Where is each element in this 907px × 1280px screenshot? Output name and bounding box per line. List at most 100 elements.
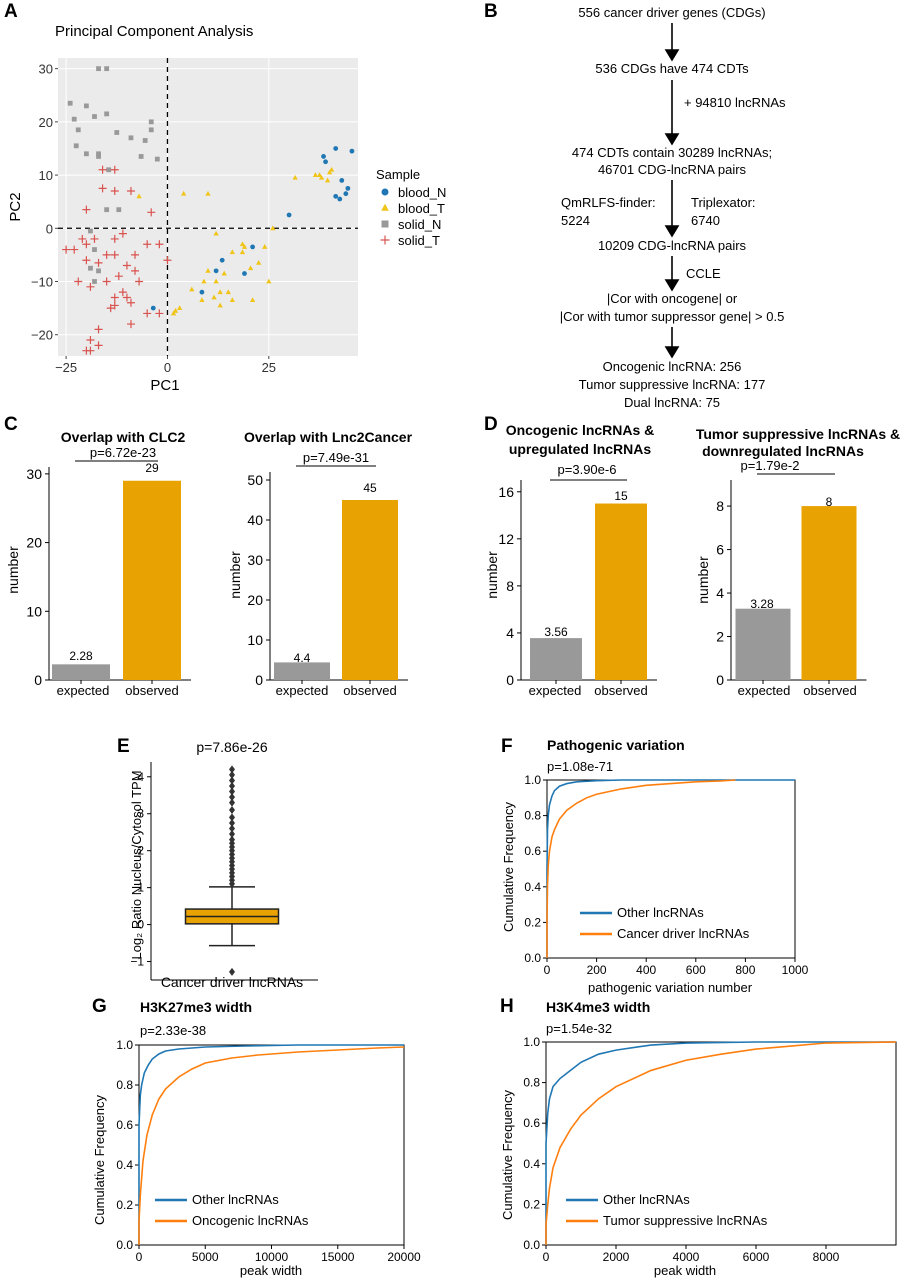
- pca-point-blood_N-14: [199, 289, 205, 295]
- pca-point-solid_N-7: [75, 127, 81, 133]
- bar-tumor-suppressive-label-expected: 3.28: [750, 597, 774, 611]
- pca-point-solid_T-41: [155, 309, 164, 318]
- pca-point-blood_N-12: [213, 268, 219, 274]
- pca-point-blood_T-13: [241, 244, 248, 249]
- pca-point-blood_T-14: [239, 241, 246, 247]
- bar-tumor-suppressive-marks: 0 2 4 6 8: [716, 473, 867, 688]
- cdf-f-y-tick-label-5: 1.0: [524, 773, 541, 787]
- cdf-g-x-label: peak width: [240, 1263, 302, 1278]
- pca-point-solid_T-11: [118, 229, 127, 238]
- cdf-h-y-tick-label-3: 0.6: [523, 1116, 540, 1130]
- bar-clc2-y-tick-label-3: 30: [26, 466, 42, 482]
- cdf-g-y-tick-label-5: 1.0: [116, 1038, 133, 1052]
- pca-point-solid_T-35: [94, 325, 103, 334]
- pca-legend-label-solid_N: solid_N: [398, 217, 441, 232]
- cdf-g-x-tick-label-0: 0: [136, 1250, 143, 1264]
- bar-clc2-label-observed: 29: [145, 461, 159, 475]
- cdf-h-legend-other: Other lncRNAs: [603, 1192, 690, 1207]
- cdf-g-series-1: [138, 1046, 405, 1245]
- pca-point-solid_T-26: [135, 277, 144, 286]
- pca-point-solid_T-12: [62, 245, 71, 254]
- pca-point-solid_T-15: [102, 250, 111, 259]
- cdf-g-y-tick-label-4: 0.8: [116, 1078, 133, 1092]
- bar-lnc2cancer-bar-observed: [342, 500, 398, 680]
- cdf-f-y-tick-label-1: 0.2: [524, 915, 541, 929]
- flow-arrowhead-5: [664, 346, 680, 359]
- pca-point-blood_T-7: [205, 190, 211, 196]
- pca-legend-marker-solid_N: [381, 220, 389, 228]
- box-outlier-24: [229, 770, 235, 779]
- pca-point-solid_T-7: [155, 240, 164, 249]
- bar-clc2-title: Overlap with CLC2: [61, 429, 186, 445]
- pca-point-solid_N-24: [88, 265, 93, 271]
- bar-tumor-suppressive-y-label: number: [695, 556, 711, 604]
- bar-oncogenic-label-observed: 15: [614, 489, 628, 503]
- pca-point-solid_T-2: [98, 184, 107, 193]
- flow-note-ccle: CCLE: [686, 266, 721, 281]
- bar-lnc2cancer-y-tick-label-3: 30: [247, 552, 263, 568]
- cdf-h-marks: 0 2000 4000 6000 8000 0.0 0.2 0.4 0.6 0.8 1.0: [523, 1035, 897, 1264]
- pca-point-solid_T-25: [74, 277, 83, 286]
- cdf-h-y-tick-label-2: 0.4: [523, 1157, 540, 1171]
- box-outlier-20: [229, 793, 235, 802]
- pca-point-blood_T-3: [329, 166, 335, 172]
- pca-point-solid_N-18: [154, 156, 160, 162]
- pca-y-tick-label-1: −10: [31, 275, 53, 290]
- pca-point-solid_T-27: [86, 282, 95, 291]
- bar-oncogenic-marks: 0 4 8 12 16: [498, 479, 657, 688]
- box-outlier-17: [229, 813, 235, 822]
- pca-point-solid_T-36: [86, 336, 95, 345]
- pca-point-solid_T-8: [78, 234, 87, 243]
- pca-point-solid_N-21: [116, 207, 122, 213]
- pca-point-solid_N-0: [96, 66, 101, 72]
- pca-point-solid_N-23: [92, 247, 97, 252]
- pca-point-blood_N-11: [219, 257, 225, 263]
- pca-legend-label-solid_T: solid_T: [398, 233, 440, 248]
- bar-tumor-suppressive-bar-expected: [735, 608, 791, 680]
- flow-note-triplexator-line1: Triplexator:: [691, 195, 756, 210]
- pca-point-blood_T-28: [176, 305, 183, 311]
- panel-label-c: C: [4, 414, 18, 435]
- pca-point-blood_T-15: [262, 244, 268, 249]
- bar-lnc2cancer-category-observed: observed: [343, 683, 396, 698]
- pca-point-solid_N-6: [71, 116, 77, 122]
- pca-y-tick-label-4: 20: [39, 115, 53, 130]
- bar-tumor-suppressive-y-tick-label-0: 0: [716, 672, 724, 688]
- pca-point-solid_N-13: [73, 143, 79, 149]
- box-y-tick-label-1: 0: [137, 918, 144, 932]
- cdf-g-marks: 0 5000 10000 15000 20000 0.0 0.2 0.4 0.6 0.8 1.0: [116, 1038, 421, 1264]
- bar-oncogenic-bar-expected: [530, 638, 582, 680]
- pca-y-label: PC2: [7, 192, 24, 221]
- box-marks: −1 0 1 2 3 4: [130, 762, 318, 981]
- pca-point-solid_T-42: [163, 256, 172, 265]
- pca-scatter-plot: Principal Component Analysis −25 0 25 −20 −1…: [7, 23, 446, 394]
- pca-point-blood_T-4: [326, 169, 333, 175]
- bar-oncogenic-title-line1: Oncogenic lncRNAs &: [506, 422, 655, 438]
- bar-oncogenic-y-tick-label-3: 12: [498, 531, 514, 547]
- pca-point-solid_N-9: [148, 119, 154, 125]
- pca-gridlines: [58, 58, 358, 356]
- pca-point-solid_T-4: [126, 187, 135, 196]
- pca-point-solid_T-29: [110, 293, 119, 302]
- pca-point-solid_T-23: [114, 272, 123, 281]
- pca-point-blood_T-19: [221, 270, 227, 276]
- pipeline-flowchart: 556 cancer driver genes (CDGs) 536 CDGs …: [560, 5, 786, 410]
- bar-clc2-bar-observed: [123, 480, 181, 680]
- pca-x-tick-label-2: 25: [262, 360, 276, 375]
- pca-point-blood_T-34: [211, 294, 217, 300]
- pca-point-solid_N-16: [96, 154, 101, 159]
- cdf-f-series-0: [546, 779, 795, 958]
- panel-label-h: H: [500, 996, 514, 1017]
- cdf-f-y-tick-label-0: 0.0: [524, 951, 541, 965]
- bar-lnc2cancer-marks: 0 10 20 30 40 50: [247, 465, 408, 688]
- box-outlier-13: [229, 835, 235, 844]
- pca-point-solid_T-21: [122, 261, 131, 270]
- pca-point-blood_T-26: [217, 302, 223, 308]
- pca-point-blood_T-31: [249, 297, 256, 303]
- pca-point-blood_T-24: [217, 289, 223, 295]
- cdf-h-series-0: [545, 1041, 896, 1245]
- pca-point-solid_T-33: [143, 309, 152, 318]
- flow-arrowhead-2: [664, 133, 680, 146]
